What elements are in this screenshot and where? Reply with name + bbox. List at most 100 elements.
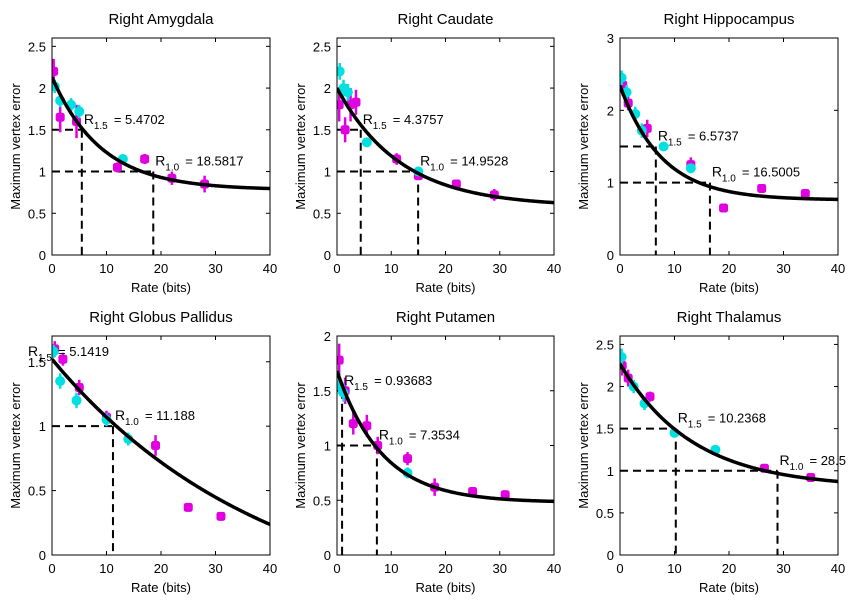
y-tick-label: 3 <box>607 31 614 46</box>
cyan-point <box>74 106 85 117</box>
magenta-point <box>468 486 478 496</box>
subplot-1: Right Amygdala Rate (bits) Maximum vertex … <box>8 11 277 295</box>
y-tick-label: 1.5 <box>313 384 331 399</box>
y-tick-label: 2.5 <box>313 39 331 54</box>
fit-curve <box>620 362 838 484</box>
cyan-point <box>685 163 696 174</box>
y-tick-label: 1 <box>324 165 331 180</box>
fit-curve <box>620 85 838 202</box>
magenta-point <box>340 125 350 135</box>
guide-label: R 1.0 = 7.3534 <box>379 427 460 448</box>
guide-label-sub: 1.5 <box>94 121 108 132</box>
magenta-point <box>112 162 122 172</box>
y-tick-label: 1 <box>39 165 46 180</box>
x-tick-label: 20 <box>154 261 168 276</box>
y-tick-label: 1.5 <box>28 123 46 138</box>
chart-title: Right Hippocampus <box>664 11 795 28</box>
fit-curve <box>52 358 270 527</box>
y-tick-label: 0 <box>39 248 46 263</box>
y-tick-label: 0.5 <box>313 206 331 221</box>
y-tick-label: 0.5 <box>28 484 46 499</box>
y-tick-label: 0.5 <box>28 206 46 221</box>
y-axis-label: Maximum vertex error <box>8 83 23 210</box>
x-tick-label: 0 <box>616 261 623 276</box>
x-tick-label: 40 <box>263 261 277 276</box>
chart-title: Right Thalamus <box>677 309 782 326</box>
plot-area <box>620 70 838 255</box>
guide-label-r: R <box>155 153 165 169</box>
y-tick-label: 2 <box>607 103 614 118</box>
y-tick-label: 1.5 <box>28 355 46 370</box>
guide-label: R 1.0 = 16.5005 <box>712 164 800 185</box>
cyan-point <box>620 72 627 83</box>
guide-label-sub: 1.0 <box>430 163 444 174</box>
guide-label: R 1.0 = 28.5 <box>780 452 847 473</box>
guide-label-r: R <box>115 407 125 423</box>
guide-label-value: = 14.9528 <box>450 154 508 169</box>
chart-title: Right Caudate <box>398 11 494 28</box>
guide-label-value: = 7.3534 <box>409 428 460 443</box>
y-tick-label: 1 <box>324 439 331 454</box>
fit-curve <box>337 370 554 504</box>
y-tick-label: 0 <box>607 548 614 563</box>
magenta-point <box>337 355 344 365</box>
guide-label: R 1.5 = 4.3757 <box>363 111 444 132</box>
x-tick-label: 10 <box>667 261 681 276</box>
subplot-4: Right Globus Pallidus Rate (bits) Maximum … <box>8 309 277 595</box>
guide-label: R 1.0 = 14.9528 <box>420 153 508 174</box>
guide-label-r: R <box>712 164 722 180</box>
plot-area <box>52 58 270 255</box>
guide-label: R 1.5 = 5.1419 <box>28 343 109 364</box>
y-tick-label: 2 <box>324 81 331 96</box>
x-tick-label: 10 <box>384 261 398 276</box>
x-tick-label: 0 <box>48 561 55 576</box>
plot-area <box>337 63 554 255</box>
y-axis-label: Maximum vertex error <box>293 382 308 509</box>
x-tick-label: 40 <box>831 561 845 576</box>
y-axis-label: Maximum vertex error <box>576 83 591 210</box>
guide-label-sub: 1.5 <box>688 420 702 431</box>
plot-area <box>337 343 554 555</box>
guide-label-value: = 6.5737 <box>688 129 739 144</box>
y-axis-label: Maximum vertex error <box>576 382 591 509</box>
y-tick-label: 1 <box>39 419 46 434</box>
guide-label-value: = 28.5 <box>810 453 847 468</box>
cyan-point <box>71 395 82 406</box>
y-axis-label: Maximum vertex error <box>8 382 23 509</box>
y-tick-label: 1 <box>607 464 614 479</box>
guide-label-r: R <box>658 128 668 144</box>
magenta-point <box>151 441 161 450</box>
cyan-point <box>52 346 59 357</box>
axes-box <box>336 335 555 556</box>
subplot-5: Right Putamen Rate (bits) Maximum vertex e… <box>293 309 561 595</box>
x-tick-label: 10 <box>99 561 113 576</box>
magenta-point <box>52 66 59 76</box>
fit-curve <box>337 87 554 205</box>
magenta-point <box>719 203 729 213</box>
guide-label-sub: 1.0 <box>125 417 139 428</box>
axes-box <box>51 37 271 256</box>
magenta-point <box>183 502 193 512</box>
guide-label-value: = 18.5817 <box>185 154 243 169</box>
magenta-point <box>58 354 68 364</box>
guide-label: R 1.5 = 0.93683 <box>344 372 432 393</box>
guide-label-r: R <box>84 111 94 127</box>
guide-label-sub: 1.5 <box>373 121 387 132</box>
x-axis-label: Rate (bits) <box>699 580 759 595</box>
magenta-point <box>55 112 65 122</box>
guide-label: R 1.5 = 5.4702 <box>84 111 165 132</box>
y-tick-label: 1 <box>607 176 614 191</box>
y-tick-label: 2.5 <box>596 337 614 352</box>
x-tick-label: 30 <box>776 561 790 576</box>
y-tick-label: 0 <box>39 548 46 563</box>
cyan-point <box>620 352 627 363</box>
guide-label: R 1.5 = 6.5737 <box>658 128 739 149</box>
cyan-point <box>55 376 66 387</box>
guide-label-sub: 1.5 <box>38 353 52 364</box>
x-tick-label: 0 <box>48 261 55 276</box>
y-axis-label: Maximum vertex error <box>293 83 308 210</box>
x-axis-label: Rate (bits) <box>416 580 476 595</box>
guide-label-r: R <box>379 427 389 443</box>
guide-label-value: = 4.3757 <box>393 112 444 127</box>
